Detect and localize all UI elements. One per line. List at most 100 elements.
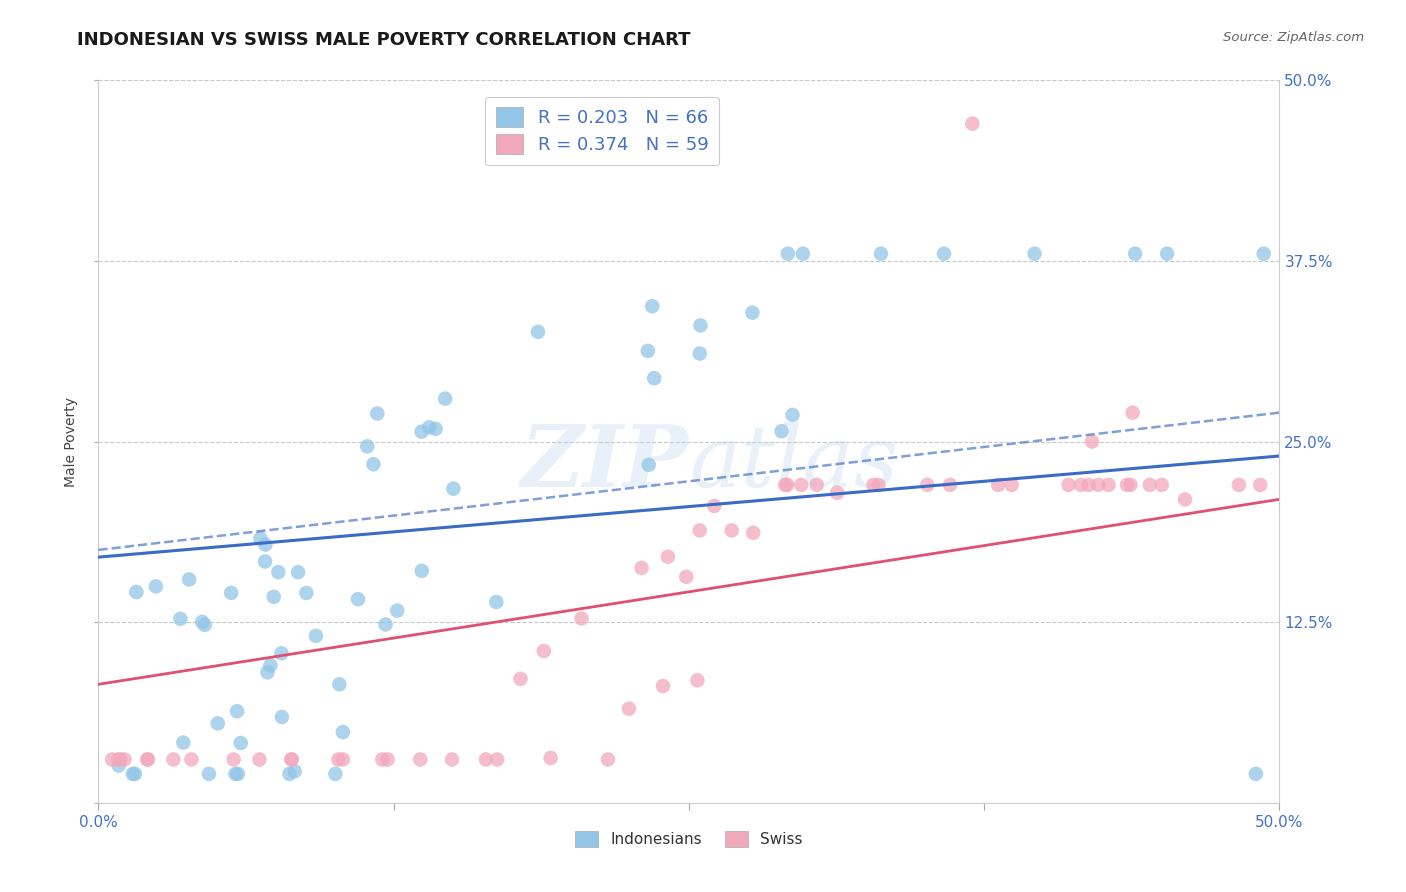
Point [411, 425, 433, 439]
Point [249, 532, 271, 546]
Point [776, 478, 799, 492]
Point [332, 752, 354, 766]
Point [1156, 246, 1178, 260]
Point [284, 764, 307, 779]
Point [1070, 478, 1092, 492]
Point [571, 611, 593, 625]
Point [475, 752, 498, 766]
Point [225, 767, 247, 781]
Point [325, 767, 347, 781]
Point [486, 752, 509, 766]
Point [1244, 767, 1267, 781]
Point [226, 767, 249, 781]
Point [1000, 478, 1022, 492]
Point [1227, 478, 1250, 492]
Point [1122, 406, 1144, 420]
Point [742, 525, 765, 540]
Point [328, 752, 350, 766]
Point [363, 457, 385, 471]
Point [868, 478, 890, 492]
Text: ZIP: ZIP [522, 421, 689, 505]
Point [411, 564, 433, 578]
Point [267, 565, 290, 579]
Point [862, 478, 884, 492]
Point [962, 117, 984, 131]
Point [347, 592, 370, 607]
Point [107, 758, 129, 772]
Point [792, 246, 814, 260]
Point [1174, 492, 1197, 507]
Point [305, 629, 328, 643]
Point [987, 478, 1010, 492]
Point [101, 752, 124, 766]
Point [254, 554, 277, 568]
Point [207, 716, 229, 731]
Point [136, 752, 159, 766]
Point [689, 524, 711, 538]
Point [637, 343, 659, 358]
Point [332, 725, 354, 739]
Point [825, 485, 848, 500]
Point [1081, 434, 1104, 449]
Point [485, 595, 508, 609]
Point [939, 478, 962, 492]
Point [527, 325, 550, 339]
Point [1087, 478, 1109, 492]
Point [270, 646, 292, 660]
Point [377, 752, 399, 766]
Point [720, 524, 742, 538]
Point [162, 752, 184, 766]
Point [596, 752, 619, 766]
Point [371, 752, 394, 766]
Point [263, 590, 285, 604]
Point [540, 751, 562, 765]
Point [179, 573, 201, 587]
Y-axis label: Male Poverty: Male Poverty [65, 397, 79, 486]
Point [776, 246, 799, 260]
Point [1116, 478, 1139, 492]
Point [222, 752, 245, 766]
Point [121, 767, 143, 781]
Point [1253, 246, 1275, 260]
Point [219, 586, 242, 600]
Point [374, 617, 396, 632]
Point [915, 478, 938, 492]
Text: Source: ZipAtlas.com: Source: ZipAtlas.com [1223, 31, 1364, 45]
Point [124, 767, 146, 781]
Point [114, 752, 136, 766]
Point [1077, 478, 1099, 492]
Point [425, 422, 447, 436]
Point [689, 318, 711, 333]
Point [226, 704, 249, 718]
Point [1097, 478, 1119, 492]
Point [387, 604, 409, 618]
Point [169, 612, 191, 626]
Legend: Indonesians, Swiss: Indonesians, Swiss [569, 825, 808, 853]
Point [229, 736, 252, 750]
Point [434, 392, 457, 406]
Point [280, 752, 302, 766]
Point [295, 586, 318, 600]
Point [1024, 246, 1046, 260]
Point [703, 499, 725, 513]
Point [1057, 478, 1080, 492]
Point [110, 752, 132, 766]
Point [675, 570, 697, 584]
Point [256, 665, 278, 680]
Point [409, 752, 432, 766]
Point [249, 752, 271, 766]
Point [259, 658, 281, 673]
Text: atlas: atlas [689, 422, 898, 505]
Point [533, 644, 555, 658]
Point [870, 246, 893, 260]
Point [770, 424, 793, 438]
Point [280, 752, 302, 766]
Point [441, 482, 464, 496]
Point [1150, 478, 1173, 492]
Point [689, 346, 711, 360]
Point [366, 407, 388, 421]
Point [125, 585, 148, 599]
Point [287, 565, 309, 579]
Point [773, 478, 796, 492]
Point [686, 673, 709, 688]
